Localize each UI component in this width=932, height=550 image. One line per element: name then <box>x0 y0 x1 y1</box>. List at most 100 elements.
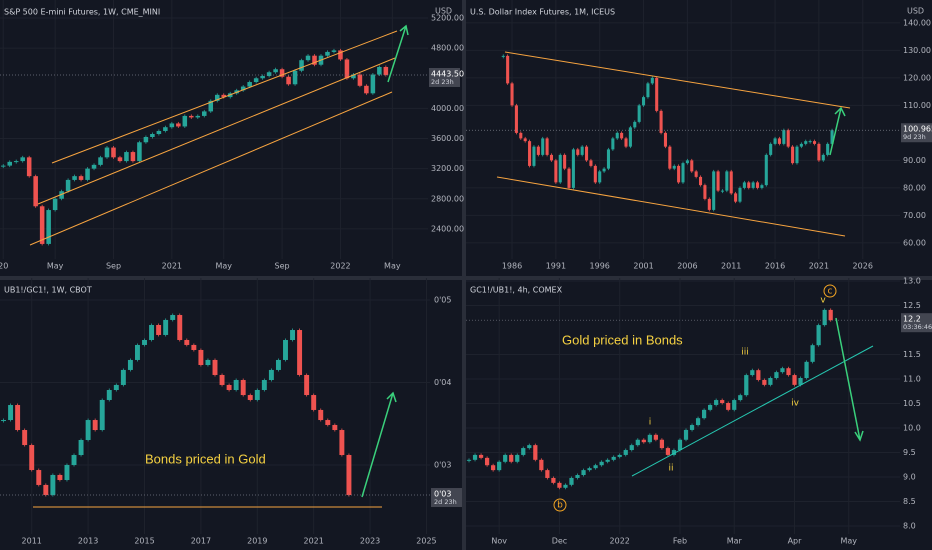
candle <box>261 380 267 391</box>
x-tick-label: 2001 <box>633 262 653 271</box>
wave-label: b <box>557 501 563 511</box>
candle <box>46 210 51 244</box>
candle <box>633 121 637 128</box>
candle <box>344 59 350 79</box>
x-tick-label: Sep <box>106 262 121 271</box>
candle <box>762 379 767 385</box>
y-tick-label: 90.00 <box>903 156 926 165</box>
candle <box>170 315 176 320</box>
candle <box>755 182 760 188</box>
candle <box>106 390 112 400</box>
trend-line <box>631 345 874 477</box>
last-price-label: 100.965 <box>903 125 932 134</box>
annotation: Bonds priced in Gold <box>145 451 266 466</box>
countdown-label: 9d 23h <box>903 133 926 141</box>
candle <box>659 110 663 133</box>
arrow <box>361 392 394 498</box>
candle <box>587 468 592 471</box>
candle <box>39 206 45 244</box>
candle <box>120 369 126 385</box>
candle <box>599 461 604 466</box>
x-tick-label: 2011 <box>721 262 741 271</box>
candle <box>130 152 136 162</box>
candle <box>773 138 777 144</box>
candle <box>671 450 677 455</box>
candle <box>653 434 658 440</box>
candle <box>738 395 743 401</box>
candle <box>283 340 288 360</box>
y-tick-label: 0'03 <box>434 460 451 469</box>
candle <box>312 55 317 65</box>
candle <box>685 160 689 164</box>
separator <box>462 0 466 550</box>
annotation: Gold priced in Bonds <box>562 332 683 347</box>
candle <box>268 369 274 381</box>
candle <box>828 309 833 321</box>
candle <box>716 171 720 191</box>
candle <box>332 424 338 431</box>
candle <box>812 141 817 144</box>
x-tick-label: 2022 <box>330 262 350 271</box>
wave-circle <box>823 284 837 298</box>
candle <box>92 420 98 431</box>
x-tick-label: 2006 <box>677 262 697 271</box>
chart-title: U.S. Dollar Index Futures, 1M, ICEUS <box>470 8 615 17</box>
candle <box>137 142 142 162</box>
candle <box>286 76 291 85</box>
x-tick-label: 2019 <box>247 537 267 546</box>
y-tick-label: 8.5 <box>903 497 916 506</box>
candle <box>694 171 698 177</box>
candle <box>804 141 808 144</box>
drawings: Bonds priced in Gold Gold priced in Bond… <box>29 24 874 512</box>
candle <box>331 50 337 52</box>
candle <box>22 430 28 446</box>
y-tick-label: 140.00 <box>903 18 931 27</box>
x-tick-label: 1996 <box>590 262 610 271</box>
candle <box>681 163 685 183</box>
candle <box>99 399 105 431</box>
candle <box>747 182 751 188</box>
candle <box>519 132 523 139</box>
candle <box>760 185 764 188</box>
x-tick-label: 2013 <box>78 537 98 546</box>
candle <box>720 190 724 192</box>
candle <box>598 171 602 183</box>
candle <box>798 378 803 385</box>
last-price-label: 12.2 <box>903 315 921 324</box>
candle <box>176 123 181 127</box>
candle <box>515 454 520 462</box>
x-tick-label: 20 <box>0 262 8 271</box>
candle <box>212 359 218 375</box>
x-tick-label: 2025 <box>416 537 436 546</box>
candle <box>221 94 226 98</box>
arrow <box>835 317 861 441</box>
candle <box>91 164 97 169</box>
candle <box>699 176 703 186</box>
candle <box>253 78 259 83</box>
last-price-label: 4443.50 <box>431 69 464 78</box>
x-tick-label: 1986 <box>502 262 522 271</box>
arrow-head <box>399 24 409 36</box>
y-tick-label: 3600.00 <box>431 134 464 143</box>
y-tick-label: 0'05 <box>434 295 451 304</box>
candle <box>726 402 731 410</box>
candle <box>78 176 84 180</box>
last-price-box <box>901 123 932 143</box>
candle <box>611 138 615 150</box>
candle <box>521 448 526 455</box>
x-tick-label: Mar <box>727 537 743 546</box>
candle <box>472 454 478 460</box>
candle <box>104 147 110 158</box>
candle <box>750 370 755 376</box>
chart-title: GC1!/UB1!, 4h, COMEX <box>470 286 563 295</box>
candle <box>514 105 518 133</box>
candle <box>510 83 514 106</box>
y-tick-label: 5200.00 <box>431 14 464 23</box>
candle <box>292 70 298 85</box>
x-tick-label: 2017 <box>191 537 211 546</box>
candle <box>311 395 317 410</box>
candle <box>732 400 737 410</box>
chart-title: UB1!/GC1!, 1W, CBOT <box>4 286 92 295</box>
candle <box>629 445 634 451</box>
candle <box>117 157 123 162</box>
